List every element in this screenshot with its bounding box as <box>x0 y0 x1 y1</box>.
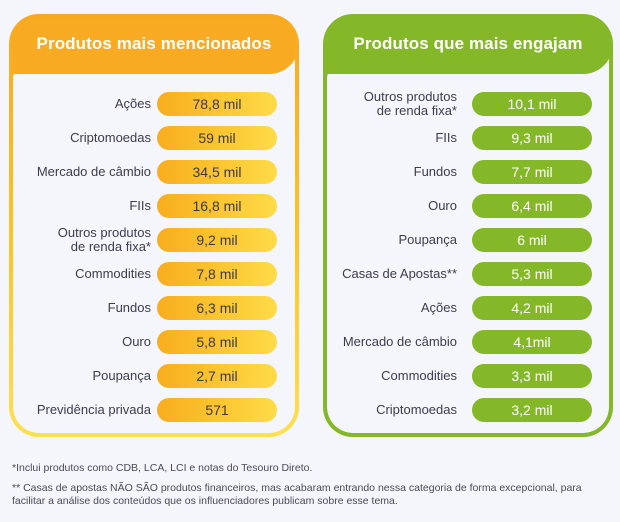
item-label: Mercado de câmbio <box>36 164 151 179</box>
item-label: Previdência privada <box>36 402 151 417</box>
item-value-pill: 5,8 mil <box>157 330 277 354</box>
item-value-pill: 6,4 mil <box>472 194 592 218</box>
list-item: Commodities 7,8 mil <box>13 262 295 286</box>
most-mentioned-title: Produtos mais mencionados <box>13 18 295 74</box>
item-label: Ações <box>420 300 457 315</box>
item-label: Criptomoedas <box>70 130 151 145</box>
footnote-betting-line2: facilitar a análise dos conteúdos que os… <box>12 495 398 507</box>
item-value-pill: 59 mil <box>157 126 277 150</box>
item-label: Commodities <box>75 266 151 281</box>
item-value-pill: 6 mil <box>472 228 592 252</box>
most-mentioned-card-inner: Produtos mais mencionados Ações 78,8 mil… <box>13 18 295 433</box>
list-item: FIIs 9,3 mil <box>327 126 609 150</box>
list-item: Outros produtos de renda fixa* 10,1 mil <box>327 90 609 118</box>
item-label: Ações <box>114 96 151 111</box>
item-value-pill: 5,3 mil <box>472 262 592 286</box>
item-label: Mercado de câmbio <box>342 334 457 349</box>
item-label: FIIs <box>435 130 457 145</box>
list-item: Criptomoedas 59 mil <box>13 126 295 150</box>
footnotes: *Inclui produtos como CDB, LCA, LCI e no… <box>12 462 612 515</box>
list-item: Ouro 5,8 mil <box>13 330 295 354</box>
list-item: Poupança 2,7 mil <box>13 364 295 388</box>
item-label: Poupança <box>398 232 457 247</box>
list-item: Ouro 6,4 mil <box>327 194 609 218</box>
item-label: Ouro <box>122 334 151 349</box>
most-engaging-card: Produtos que mais engajam Outros produto… <box>323 14 613 437</box>
item-label: Outros produtos de renda fixa* <box>364 90 457 118</box>
item-value-pill: 3,2 mil <box>472 398 592 422</box>
item-value-pill: 9,3 mil <box>472 126 592 150</box>
item-value-pill: 7,7 mil <box>472 160 592 184</box>
list-item: Criptomoedas 3,2 mil <box>327 398 609 422</box>
most-mentioned-card: Produtos mais mencionados Ações 78,8 mil… <box>9 14 299 437</box>
footnote-betting-line1: ** Casas de apostas NÃO SÃO produtos fin… <box>12 482 582 494</box>
list-item: Fundos 6,3 mil <box>13 296 295 320</box>
list-item: Ações 4,2 mil <box>327 296 609 320</box>
item-label-line1: Outros produtos <box>57 225 151 240</box>
list-item: Commodities 3,3 mil <box>327 364 609 388</box>
item-value-pill: 2,7 mil <box>157 364 277 388</box>
item-label-line1: Outros produtos <box>363 89 457 104</box>
item-value-pill: 78,8 mil <box>157 92 277 116</box>
most-engaging-title: Produtos que mais engajam <box>327 18 609 74</box>
footnote-fixed-income: *Inclui produtos como CDB, LCA, LCI e no… <box>12 462 313 474</box>
item-value-pill: 9,2 mil <box>157 228 277 252</box>
item-value-pill: 7,8 mil <box>157 262 277 286</box>
item-value-pill: 6,3 mil <box>157 296 277 320</box>
item-label: Casas de Apostas** <box>342 266 457 281</box>
item-label: Commodities <box>381 368 457 383</box>
list-item: Ações 78,8 mil <box>13 92 295 116</box>
item-value-pill: 4,1mil <box>472 330 592 354</box>
item-label: FIIs <box>129 198 151 213</box>
item-value-pill: 16,8 mil <box>157 194 277 218</box>
item-value-pill: 10,1 mil <box>472 92 592 116</box>
item-label: Fundos <box>413 164 457 179</box>
item-value-pill: 3,3 mil <box>472 364 592 388</box>
list-item: Poupança 6 mil <box>327 228 609 252</box>
list-item: Previdência privada 571 <box>13 398 295 422</box>
list-item: Casas de Apostas** 5,3 mil <box>327 262 609 286</box>
item-value-pill: 34,5 mil <box>157 160 277 184</box>
most-engaging-card-inner: Produtos que mais engajam Outros produto… <box>327 18 609 433</box>
item-label-line2: de renda fixa* <box>70 239 151 254</box>
item-label: Ouro <box>428 198 457 213</box>
list-item: Mercado de câmbio 34,5 mil <box>13 160 295 184</box>
item-label: Poupança <box>92 368 151 383</box>
item-value-pill: 4,2 mil <box>472 296 592 320</box>
list-item: Fundos 7,7 mil <box>327 160 609 184</box>
list-item: Outros produtos de renda fixa* 9,2 mil <box>13 226 295 254</box>
list-item: FIIs 16,8 mil <box>13 194 295 218</box>
item-label: Outros produtos de renda fixa* <box>58 226 151 254</box>
footnote-betting: ** Casas de apostas NÃO SÃO produtos fin… <box>12 482 612 508</box>
item-label: Criptomoedas <box>376 402 457 417</box>
item-label: Fundos <box>107 300 151 315</box>
list-item: Mercado de câmbio 4,1mil <box>327 330 609 354</box>
item-value-pill: 571 <box>157 398 277 422</box>
item-label-line2: de renda fixa* <box>376 103 457 118</box>
